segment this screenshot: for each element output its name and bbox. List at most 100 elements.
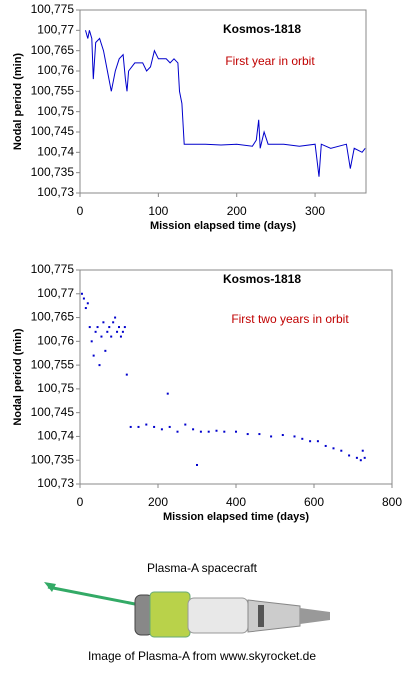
data-point (258, 433, 261, 436)
y-tick-label: 100,765 (31, 43, 75, 57)
data-point (100, 335, 103, 338)
data-point (153, 425, 156, 428)
data-point (361, 449, 364, 452)
data-line (85, 30, 366, 177)
data-point (316, 440, 319, 443)
data-point (96, 326, 99, 329)
data-point (281, 434, 284, 437)
y-tick-label: 100,755 (31, 357, 75, 371)
plot-frame (79, 9, 367, 194)
annotation: Kosmos-1818 (223, 22, 301, 36)
y-tick-label: 100,77 (37, 23, 74, 37)
x-axis-label: Mission elapsed time (days) (150, 220, 296, 232)
data-point (166, 392, 169, 395)
data-point (82, 297, 85, 300)
data-point (116, 330, 119, 333)
y-tick-label: 100,765 (31, 310, 75, 324)
y-tick-label: 100,745 (31, 405, 75, 419)
y-tick-label: 100,74 (37, 145, 74, 159)
y-tick-label: 100,775 (31, 2, 75, 16)
spacecraft-illustration (44, 582, 330, 638)
image-title: Plasma-A spacecraft (147, 561, 258, 575)
data-point (118, 326, 120, 329)
data-point (199, 430, 202, 433)
data-point (112, 321, 115, 324)
x-axis-label: Mission elapsed time (days) (163, 511, 309, 523)
x-tick-label: 0 (77, 495, 84, 509)
y-tick-label: 100,76 (37, 334, 74, 348)
data-point (92, 354, 95, 357)
data-point (108, 326, 111, 329)
data-point (215, 429, 218, 432)
data-point (196, 463, 198, 466)
data-point (104, 349, 107, 352)
annotation: First year in orbit (225, 54, 315, 68)
annotation: First two years in orbit (231, 312, 349, 326)
data-point (293, 435, 296, 438)
y-tick-label: 100,74 (37, 429, 74, 443)
data-point (80, 292, 83, 295)
data-point (102, 321, 105, 324)
data-point (160, 428, 163, 431)
data-point (119, 335, 122, 338)
data-point (309, 440, 312, 443)
plot-frame (79, 269, 393, 485)
data-point (324, 444, 327, 447)
data-point (246, 433, 249, 436)
y-axis-label: Nodal period (min) (12, 328, 24, 426)
data-point (176, 430, 179, 433)
data-point (84, 307, 87, 310)
y-tick-label: 100,77 (37, 286, 74, 300)
y-tick-label: 100,73 (37, 185, 74, 199)
x-tick-label: 600 (304, 495, 324, 509)
y-tick-label: 100,75 (37, 104, 74, 118)
data-point (355, 456, 358, 459)
y-tick-label: 100,73 (37, 476, 74, 490)
x-tick-label: 800 (382, 495, 402, 509)
data-point (125, 373, 128, 376)
x-tick-label: 400 (226, 495, 246, 509)
data-point (235, 430, 237, 433)
y-tick-label: 100,76 (37, 63, 74, 77)
data-point (98, 364, 101, 367)
data-point (207, 430, 210, 433)
y-tick-label: 100,735 (31, 452, 75, 466)
data-point (332, 447, 335, 450)
data-point (270, 435, 273, 438)
data-point (114, 316, 117, 319)
data-point (145, 423, 148, 426)
data-point (137, 425, 140, 428)
data-point (123, 326, 126, 329)
data-point (363, 456, 366, 459)
data-point (106, 330, 109, 333)
y-axis-label: Nodal period (min) (12, 53, 24, 151)
data-point (86, 302, 89, 305)
data-point (184, 423, 187, 426)
data-point (301, 437, 304, 440)
x-tick-label: 300 (305, 204, 325, 218)
data-point (340, 449, 343, 452)
data-point (110, 335, 113, 338)
y-tick-label: 100,735 (31, 165, 75, 179)
x-tick-label: 200 (227, 204, 247, 218)
data-point (88, 326, 91, 329)
y-tick-label: 100,775 (31, 262, 75, 276)
y-tick-label: 100,755 (31, 84, 75, 98)
data-point (90, 340, 93, 343)
data-point (192, 428, 195, 431)
data-point (94, 330, 97, 333)
x-tick-label: 200 (148, 495, 168, 509)
data-point (223, 430, 226, 433)
y-tick-label: 100,745 (31, 124, 75, 138)
data-point (348, 454, 351, 457)
data-point (359, 459, 362, 462)
annotation: Kosmos-1818 (223, 272, 301, 286)
y-tick-label: 100,75 (37, 381, 74, 395)
x-tick-label: 0 (77, 204, 84, 218)
image-credit: Image of Plasma-A from www.skyrocket.de (88, 649, 316, 663)
data-point (168, 425, 171, 428)
x-tick-label: 100 (148, 204, 168, 218)
data-point (121, 330, 124, 333)
data-point (129, 425, 132, 428)
